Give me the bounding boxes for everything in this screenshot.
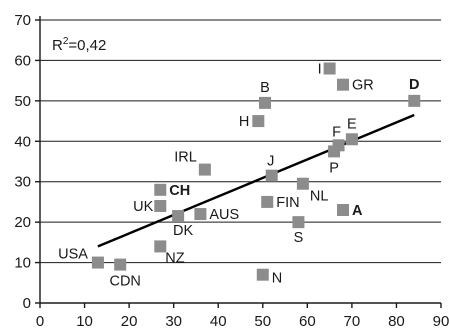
point-label-d: D xyxy=(409,77,419,93)
point-e xyxy=(345,133,358,146)
y-tick-label: 60 xyxy=(14,52,31,69)
point-f xyxy=(332,139,345,152)
trendline-group xyxy=(97,113,415,248)
point-nz xyxy=(154,240,167,253)
grid-lines xyxy=(40,19,441,264)
r-squared-annotation: R2=0,42 xyxy=(52,36,106,54)
point-b xyxy=(259,96,272,109)
point-label-j: J xyxy=(267,154,274,170)
point-cdn xyxy=(114,258,127,271)
point-label-dk: DK xyxy=(173,223,193,239)
y-tick-label: 0 xyxy=(23,295,31,312)
x-tick-label: 80 xyxy=(388,313,405,330)
point-label-nz: NZ xyxy=(165,250,184,266)
y-tick-label: 20 xyxy=(14,214,31,231)
y-tick-label: 30 xyxy=(14,174,31,191)
x-tick-label: 0 xyxy=(36,313,44,330)
point-irl xyxy=(198,163,211,176)
point-d xyxy=(408,94,421,107)
point-label-a: A xyxy=(352,203,363,219)
tick-labels: 0 10 20 30 40 50 60 70 0 10 20 30 40 50 60 70 80 90 xyxy=(14,12,449,330)
r2-superscript: 2 xyxy=(63,36,69,47)
data-points xyxy=(91,62,421,281)
point-label-f: F xyxy=(332,124,341,140)
x-tick-label: 10 xyxy=(76,313,93,330)
point-aus xyxy=(194,208,207,221)
y-tick-label: 40 xyxy=(14,133,31,150)
point-ch xyxy=(154,183,167,196)
x-tick-label: 90 xyxy=(433,313,449,330)
point-label-p: P xyxy=(329,160,339,176)
point-n xyxy=(256,268,269,281)
point-fin xyxy=(261,195,274,208)
point-label-i: I xyxy=(318,62,322,78)
point-label-cdn: CDN xyxy=(109,274,140,290)
r2-prefix: R xyxy=(52,37,63,54)
point-h xyxy=(252,115,265,128)
point-label-h: H xyxy=(239,114,249,130)
x-tick-label: 60 xyxy=(299,313,316,330)
point-nl xyxy=(296,177,309,190)
point-label-usa: USA xyxy=(58,247,88,263)
point-usa xyxy=(91,256,104,269)
point-j xyxy=(265,169,278,182)
x-tick-label: 30 xyxy=(165,313,182,330)
point-label-gr: GR xyxy=(352,78,374,94)
point-label-aus: AUS xyxy=(209,207,239,223)
point-gr xyxy=(336,78,349,91)
x-tick-label: 50 xyxy=(254,313,271,330)
point-label-nl: NL xyxy=(310,189,329,205)
x-tick-label: 20 xyxy=(121,313,138,330)
point-label-fin: FIN xyxy=(276,195,299,211)
point-label-n: N xyxy=(272,271,282,287)
point-a xyxy=(336,204,349,217)
y-tick-label: 10 xyxy=(14,255,31,272)
axes xyxy=(35,16,442,308)
point-label-b: B xyxy=(260,80,270,96)
point-label-ch: CH xyxy=(169,183,190,199)
point-s xyxy=(292,216,305,229)
point-dk xyxy=(172,210,185,223)
point-label-s: S xyxy=(294,230,304,246)
x-tick-label: 70 xyxy=(344,313,361,330)
trendline xyxy=(97,113,415,248)
y-tick-label: 50 xyxy=(14,93,31,110)
point-labels: USA CDN NZ UK CH DK AUS IRL H B N FIN J S NL I P F GR A E D xyxy=(58,62,419,290)
point-label-uk: UK xyxy=(133,199,153,215)
point-label-irl: IRL xyxy=(174,150,197,166)
point-uk xyxy=(154,199,167,212)
y-tick-label: 70 xyxy=(14,12,31,29)
r2-value: =0,42 xyxy=(68,37,106,54)
point-label-e: E xyxy=(347,116,357,132)
x-tick-label: 40 xyxy=(210,313,227,330)
point-i xyxy=(323,62,336,75)
